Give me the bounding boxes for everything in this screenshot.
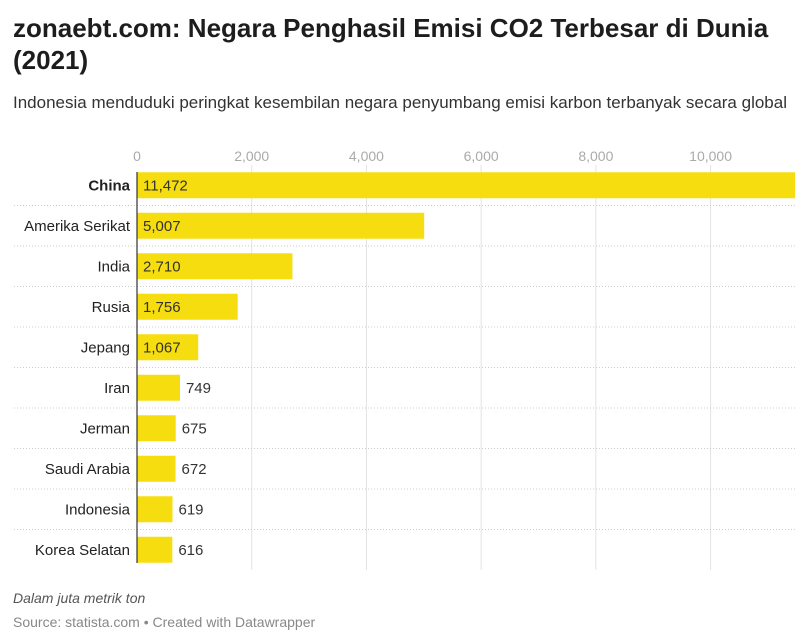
data-label: 1,067 xyxy=(143,339,181,356)
source-credit: Source: statista.com • Created with Data… xyxy=(13,614,316,630)
category-label: Rusia xyxy=(92,299,131,316)
category-label: Amerika Serikat xyxy=(24,218,131,235)
bar xyxy=(137,253,293,280)
data-label: 616 xyxy=(178,542,203,559)
chart-subtitle: Indonesia menduduki peringkat kesembilan… xyxy=(13,93,787,112)
category-label: Indonesia xyxy=(65,501,131,518)
category-label: Iran xyxy=(104,380,130,397)
category-label: India xyxy=(97,258,130,275)
x-tick-label: 8,000 xyxy=(578,148,613,164)
bar xyxy=(137,334,199,361)
category-label: Korea Selatan xyxy=(35,542,130,559)
data-label: 1,756 xyxy=(143,299,181,316)
bar xyxy=(137,455,176,482)
bar xyxy=(137,536,173,563)
data-label: 672 xyxy=(182,461,207,478)
category-label: China xyxy=(88,177,130,194)
bar xyxy=(137,374,180,401)
unit-note: Dalam juta metrik ton xyxy=(13,590,146,606)
x-tick-label: 10,000 xyxy=(689,148,732,164)
category-label: Saudi Arabia xyxy=(45,461,131,478)
x-tick-label: 2,000 xyxy=(234,148,269,164)
bar xyxy=(137,172,795,199)
x-tick-label: 0 xyxy=(133,148,141,164)
data-label: 5,007 xyxy=(143,218,181,235)
category-label: Jepang xyxy=(81,339,130,356)
bar xyxy=(137,415,176,442)
bar xyxy=(137,293,238,320)
bar xyxy=(137,212,425,239)
x-tick-label: 6,000 xyxy=(464,148,499,164)
bar xyxy=(137,496,173,523)
chart-title: zonaebt.com: Negara Penghasil Emisi CO2 … xyxy=(13,13,769,75)
data-label: 675 xyxy=(182,420,207,437)
x-tick-label: 4,000 xyxy=(349,148,384,164)
data-label: 11,472 xyxy=(143,177,188,194)
category-label: Jerman xyxy=(80,420,130,437)
data-label: 619 xyxy=(179,501,204,518)
data-label: 749 xyxy=(186,380,211,397)
data-label: 2,710 xyxy=(143,258,181,275)
